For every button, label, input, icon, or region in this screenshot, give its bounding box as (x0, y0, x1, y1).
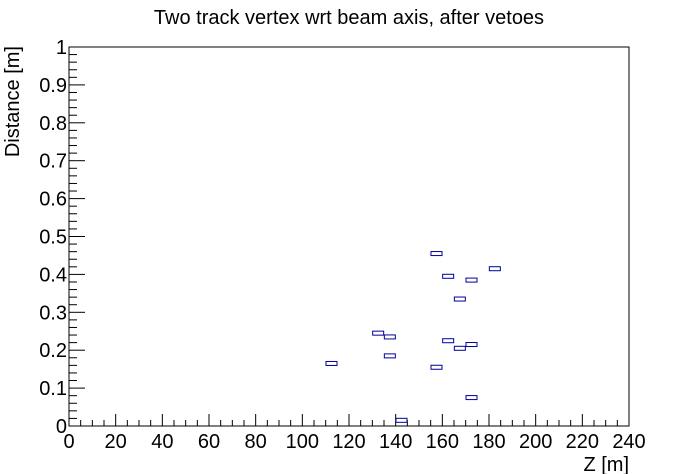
x-tick-label: 240 (612, 431, 645, 453)
x-tick-label: 180 (472, 431, 505, 453)
y-tick-label: 0.9 (39, 75, 67, 97)
y-tick-label: 0.8 (39, 113, 67, 135)
y-tick-label: 0.5 (39, 227, 67, 249)
data-point (488, 266, 501, 272)
x-axis-title: Z [m] (583, 454, 629, 474)
chart-title: Two track vertex wrt beam axis, after ve… (154, 7, 544, 29)
data-point (372, 330, 385, 336)
data-point (383, 353, 396, 359)
y-tick-label: 0.1 (39, 378, 67, 400)
x-tick-label: 40 (151, 431, 173, 453)
data-point (430, 251, 443, 257)
plot-frame (68, 46, 630, 427)
x-tick-label: 0 (63, 431, 74, 453)
x-tick-label: 80 (245, 431, 267, 453)
y-tick-label: 0.2 (39, 340, 67, 362)
x-tick-label: 140 (379, 431, 412, 453)
data-point (465, 342, 478, 348)
x-tick-label: 220 (566, 431, 599, 453)
x-tick-label: 20 (105, 431, 127, 453)
data-point (395, 417, 408, 423)
x-tick-label: 60 (198, 431, 220, 453)
x-tick-label: 160 (426, 431, 459, 453)
data-point (453, 296, 466, 302)
x-tick-label: 100 (286, 431, 319, 453)
data-point (442, 338, 455, 344)
data-point (430, 364, 443, 370)
y-tick-label: 0.3 (39, 302, 67, 324)
y-tick-label: 0 (56, 416, 67, 438)
plot-frame-rect (68, 46, 630, 427)
y-tick-label: 0.7 (39, 151, 67, 173)
y-tick-label: 1 (56, 37, 67, 59)
tick-labels: 0 20 40 60 80 100 120 140 160 180 200 220 240 0 0.1 0.2… (39, 37, 646, 453)
data-point (453, 345, 466, 351)
axis-ticks (68, 46, 630, 427)
x-tick-label: 120 (332, 431, 365, 453)
data-points (325, 251, 501, 423)
data-point (465, 395, 478, 401)
x-tick-label: 200 (519, 431, 552, 453)
data-point (442, 273, 455, 279)
y-axis-title: Distance [m] (2, 46, 24, 157)
data-point (325, 360, 338, 366)
data-point (383, 334, 396, 340)
y-tick-label: 0.4 (39, 264, 67, 286)
data-point (465, 277, 478, 283)
y-tick-label: 0.6 (39, 189, 67, 211)
